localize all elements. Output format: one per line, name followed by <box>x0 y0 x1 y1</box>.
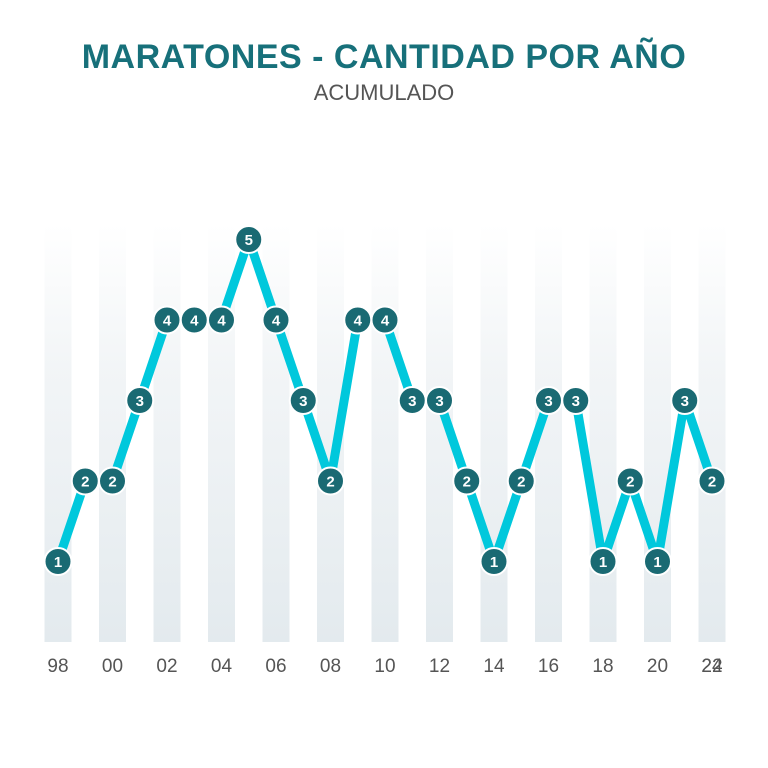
point-marker <box>588 547 618 576</box>
data-point: 2 <box>316 466 345 496</box>
point-marker <box>479 547 509 576</box>
data-label: 4 <box>381 313 390 330</box>
x-tick-label: 24 <box>701 656 723 677</box>
data-point: 4 <box>261 305 291 335</box>
data-point: 2 <box>452 466 482 496</box>
year-band <box>480 224 508 642</box>
point-marker <box>261 305 291 335</box>
chart-title: MARATONES - CANTIDAD POR AÑO <box>81 38 687 76</box>
data-point: 5 <box>234 225 264 254</box>
point-marker <box>125 386 155 415</box>
year-band <box>698 224 726 642</box>
data-point: 1 <box>479 547 509 576</box>
point-marker <box>425 386 454 415</box>
data-label: 3 <box>136 393 144 410</box>
data-point: 3 <box>397 386 427 415</box>
point-marker <box>643 547 672 576</box>
point-marker <box>697 466 727 496</box>
data-label: 1 <box>599 554 607 571</box>
data-label: 1 <box>490 554 498 571</box>
point-marker <box>207 305 236 335</box>
x-tick-label: 14 <box>483 656 505 677</box>
data-points: 1 2 2 3 4 4 4 5 4 3 2 4 4 3 3 2 1 2 3 3 1 2 1 3 2 <box>43 225 727 576</box>
year-band <box>644 224 671 642</box>
point-marker <box>288 386 318 415</box>
data-point: 4 <box>179 305 209 335</box>
x-tick-label: 10 <box>374 656 395 677</box>
data-point: 2 <box>615 466 645 496</box>
x-tick-label: 08 <box>320 656 341 677</box>
year-band <box>589 224 617 642</box>
point-marker <box>615 466 645 496</box>
data-point: 3 <box>534 386 563 415</box>
data-label: 2 <box>463 474 471 491</box>
data-point: 2 <box>697 466 727 496</box>
data-point: 4 <box>152 305 182 335</box>
year-bands <box>44 224 726 642</box>
x-tick-label: 98 <box>47 656 68 677</box>
x-tick-label: 22 <box>701 656 722 677</box>
data-point: 1 <box>588 547 618 576</box>
point-marker <box>370 305 400 335</box>
data-label: 3 <box>572 393 580 410</box>
data-label: 3 <box>408 393 416 410</box>
data-point: 1 <box>43 547 73 576</box>
year-band <box>371 224 399 642</box>
data-point: 2 <box>506 466 536 496</box>
point-marker <box>98 466 127 496</box>
x-tick-label: 04 <box>211 656 233 677</box>
x-tick-label: 02 <box>156 656 177 677</box>
data-point: 4 <box>343 305 373 335</box>
data-point: 3 <box>425 386 454 415</box>
data-point: 3 <box>288 386 318 415</box>
data-point: 3 <box>561 386 591 415</box>
data-point: 4 <box>370 305 400 335</box>
data-label: 4 <box>217 313 226 330</box>
data-label: 3 <box>544 393 552 410</box>
year-band <box>99 224 126 642</box>
data-label: 3 <box>299 393 307 410</box>
data-point: 2 <box>70 466 100 496</box>
data-label: 2 <box>708 474 716 491</box>
data-point: 3 <box>670 386 700 415</box>
point-marker <box>506 466 536 496</box>
data-label: 5 <box>245 232 253 249</box>
x-tick-label: 00 <box>102 656 123 677</box>
year-band <box>44 224 72 642</box>
data-label: 1 <box>653 554 661 571</box>
data-point: 4 <box>207 305 236 335</box>
data-label: 4 <box>272 313 281 330</box>
data-label: 2 <box>81 474 89 491</box>
data-label: 2 <box>517 474 525 491</box>
data-label: 2 <box>108 474 116 491</box>
x-tick-label: 12 <box>429 656 450 677</box>
data-label: 4 <box>163 313 172 330</box>
chart-subtitle: ACUMULADO <box>313 80 455 105</box>
data-label: 3 <box>435 393 443 410</box>
point-marker <box>43 547 73 576</box>
point-marker <box>670 386 700 415</box>
data-label: 3 <box>681 393 689 410</box>
data-label: 4 <box>190 313 199 330</box>
data-label: 2 <box>326 474 334 491</box>
year-band <box>153 224 181 642</box>
point-marker <box>561 386 591 415</box>
x-tick-label: 16 <box>538 656 559 677</box>
point-marker <box>452 466 482 496</box>
data-label: 4 <box>354 313 363 330</box>
data-label: 2 <box>626 474 634 491</box>
data-point: 1 <box>643 547 672 576</box>
x-tick-label: 18 <box>592 656 613 677</box>
data-point: 2 <box>98 466 127 496</box>
point-marker <box>316 466 345 496</box>
point-marker <box>234 225 264 254</box>
data-label: 1 <box>54 554 62 571</box>
data-point: 3 <box>125 386 155 415</box>
x-tick-label: 20 <box>647 656 668 677</box>
x-tick-label: 06 <box>265 656 286 677</box>
